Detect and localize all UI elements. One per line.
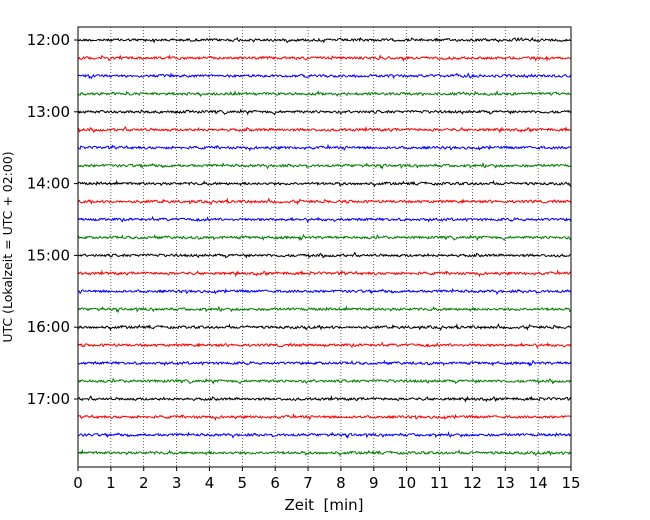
y-tick-label: 13:00 [27,103,70,121]
seismogram-trace [77,215,572,224]
x-tick-label: 1 [106,474,116,492]
y-axis: 12:00 13:00 14:00 15:00 16:00 17:00 [27,31,78,408]
x-tick-label: 2 [139,474,149,492]
y-tick-label: 14:00 [27,175,70,193]
seismogram-trace [77,412,572,422]
seismogram-trace [77,161,572,170]
y-tick-label: 16:00 [27,318,70,336]
seismogram-trace [77,89,572,98]
seismogram-trace [77,431,572,439]
seismogram-trace [77,72,572,80]
x-tick-label: 5 [238,474,248,492]
grid-lines [110,27,539,467]
x-tick-label: 11 [430,474,449,492]
x-tick-label: 6 [270,474,280,492]
seismogram-trace [77,36,572,44]
plot-frame [77,26,572,468]
seismogram-trace [77,251,572,259]
seismogram-trace [77,377,572,385]
x-tick-label: 13 [496,474,515,492]
seismogram-trace [77,143,572,152]
seismogram-trace [77,322,572,332]
x-tick-label: 14 [529,474,548,492]
x-axis: 0 1 2 3 4 5 6 7 8 9 10 11 12 13 14 15 [73,467,581,492]
seismogram-trace [77,394,572,403]
x-tick-label: 8 [336,474,346,492]
seismogram-trace [77,179,572,188]
y-tick-label: 15:00 [27,246,70,264]
seismogram-trace [77,305,572,314]
seismogram-trace [77,54,572,63]
plot-background [78,27,571,467]
x-tick-label: 10 [397,474,416,492]
seismogram-trace [77,269,572,278]
x-tick-label: 9 [369,474,379,492]
seismogram-trace [77,359,572,367]
x-tick-label: 12 [463,474,482,492]
seismogram-trace [77,108,572,116]
seismogram-trace [77,341,572,349]
y-axis-label: UTC (Lokalzeit = UTC + 02:00) [0,151,15,342]
x-tick-label: 7 [303,474,313,492]
seismogram-trace [77,125,572,134]
y-tick-label: 17:00 [27,390,70,408]
x-tick-label: 15 [561,474,580,492]
x-axis-label: Zeit [min] [284,496,363,514]
x-tick-label: 3 [172,474,182,492]
x-tick-label: 0 [73,474,83,492]
seismogram-trace [77,233,572,242]
trace-group [77,36,572,457]
seismogram-trace [77,448,572,457]
seismogram-trace [77,197,572,206]
y-tick-label: 12:00 [27,31,70,49]
seismogram-trace [77,287,572,296]
x-tick-label: 4 [205,474,215,492]
